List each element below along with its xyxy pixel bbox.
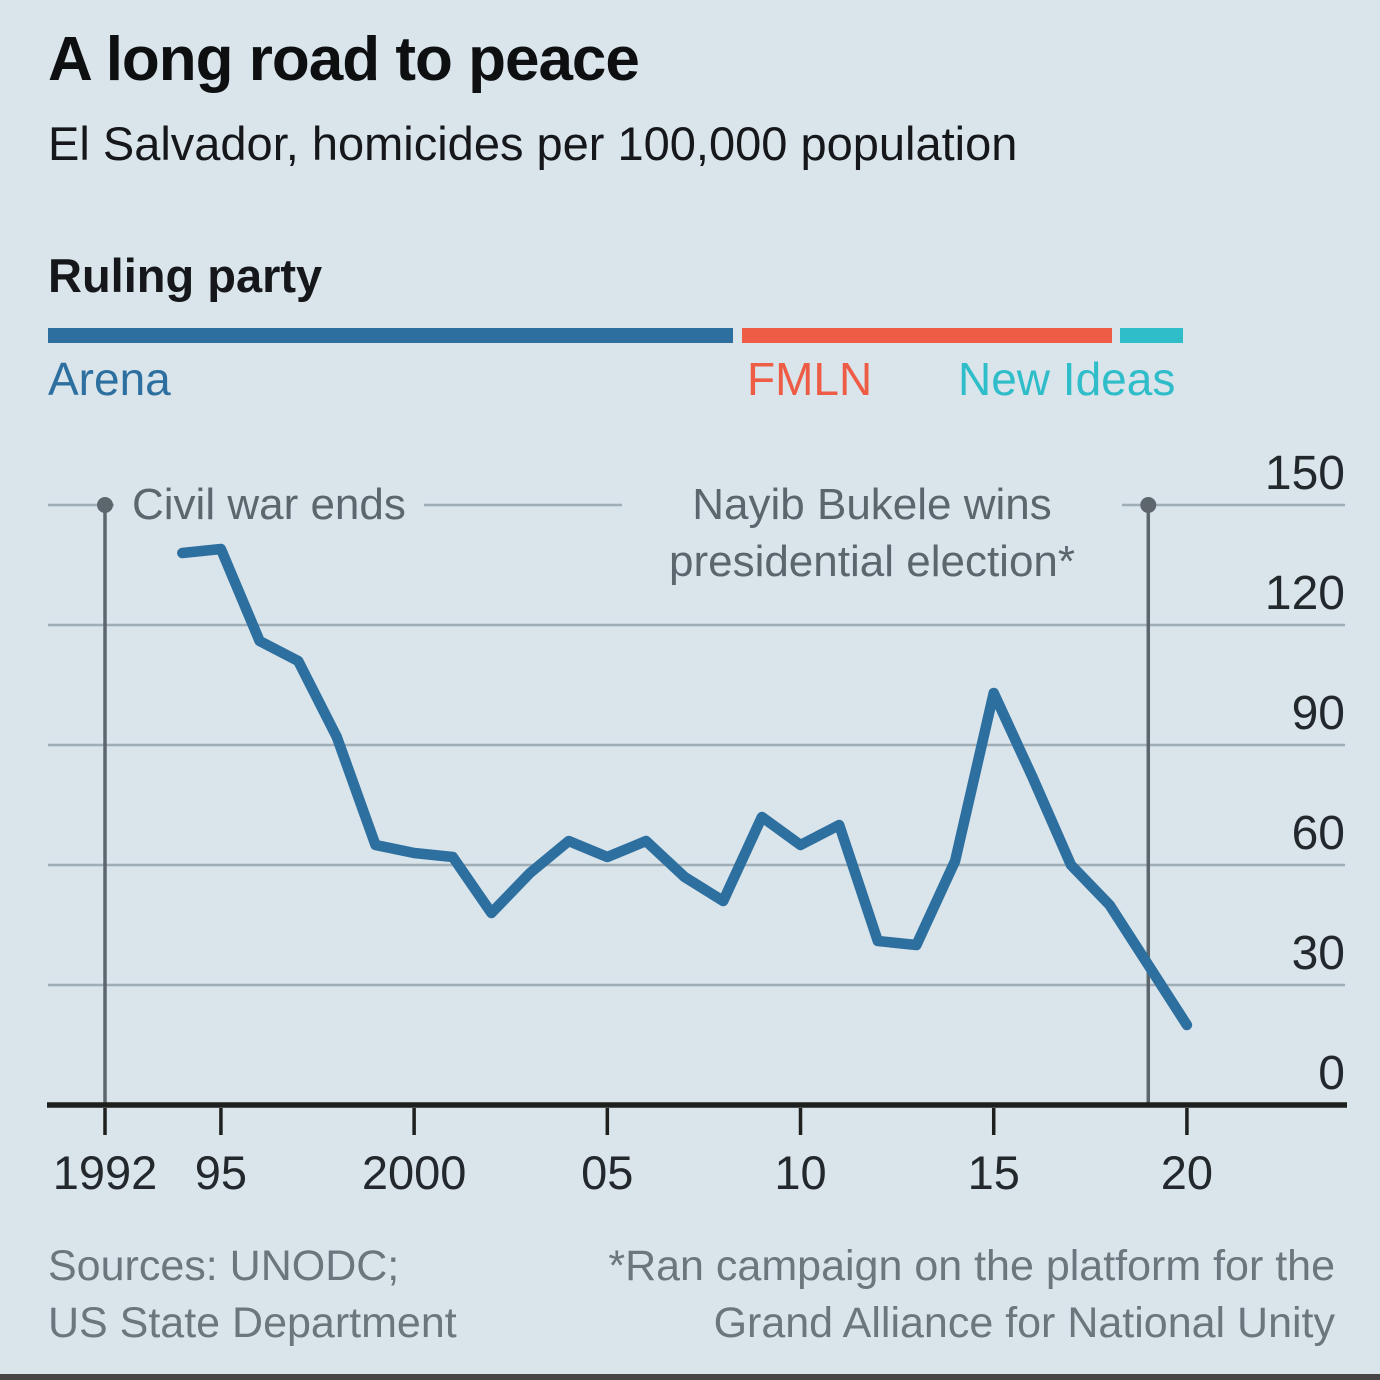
x-tick-label-2000: 2000 xyxy=(361,1146,467,1199)
party-bar-arena xyxy=(48,328,733,343)
homicide-rate-line xyxy=(177,543,1193,1031)
annotation-civil-war: Civil war ends xyxy=(114,476,424,533)
annotation-bukele: Nayib Bukele wins presidential election* xyxy=(622,476,1122,590)
sources-note: Sources: UNODC; US State Department xyxy=(48,1238,457,1352)
annotation-dot-0 xyxy=(97,497,113,513)
y-tick-label-60: 60 xyxy=(1291,807,1345,860)
x-tick-label-95: 95 xyxy=(194,1146,248,1199)
x-tick-label-05: 05 xyxy=(581,1146,634,1199)
x-tick-label-10: 10 xyxy=(774,1146,827,1199)
annotation-dot-1 xyxy=(1140,497,1157,513)
ruling-party-heading: Ruling party xyxy=(48,249,323,302)
chart-subtitle: El Salvador, homicides per 100,000 popul… xyxy=(48,117,1018,170)
annotation-bukele-line2: presidential election* xyxy=(668,537,1076,586)
footnote-line2: Grand Alliance for National Unity xyxy=(713,1299,1335,1347)
x-tick-label-15: 15 xyxy=(967,1146,1020,1199)
sources-line2: US State Department xyxy=(48,1299,457,1347)
party-bar-fmln xyxy=(742,328,1112,343)
y-tick-label-0: 0 xyxy=(1318,1047,1345,1100)
y-tick-label-30: 30 xyxy=(1291,927,1345,980)
party-bar-new-ideas xyxy=(1120,328,1183,343)
x-tick-label-1992: 1992 xyxy=(52,1146,158,1199)
annotation-bukele-line1: Nayib Bukele wins xyxy=(692,480,1052,529)
y-tick-label-90: 90 xyxy=(1291,687,1345,740)
x-tick-label-20: 20 xyxy=(1160,1146,1214,1199)
bottom-edge xyxy=(0,1374,1380,1380)
sources-line1: Sources: UNODC; xyxy=(48,1242,400,1290)
party-label-arena: Arena xyxy=(48,353,171,405)
page-title: A long road to peace xyxy=(48,25,640,94)
party-label-fmln: FMLN xyxy=(747,353,873,405)
footnote: *Ran campaign on the platform for the Gr… xyxy=(608,1238,1335,1352)
y-tick-label-150: 150 xyxy=(1264,447,1345,500)
party-label-new-ideas: New Ideas xyxy=(958,353,1176,405)
footnote-line1: *Ran campaign on the platform for the xyxy=(608,1242,1335,1290)
y-tick-label-120: 120 xyxy=(1264,567,1345,620)
